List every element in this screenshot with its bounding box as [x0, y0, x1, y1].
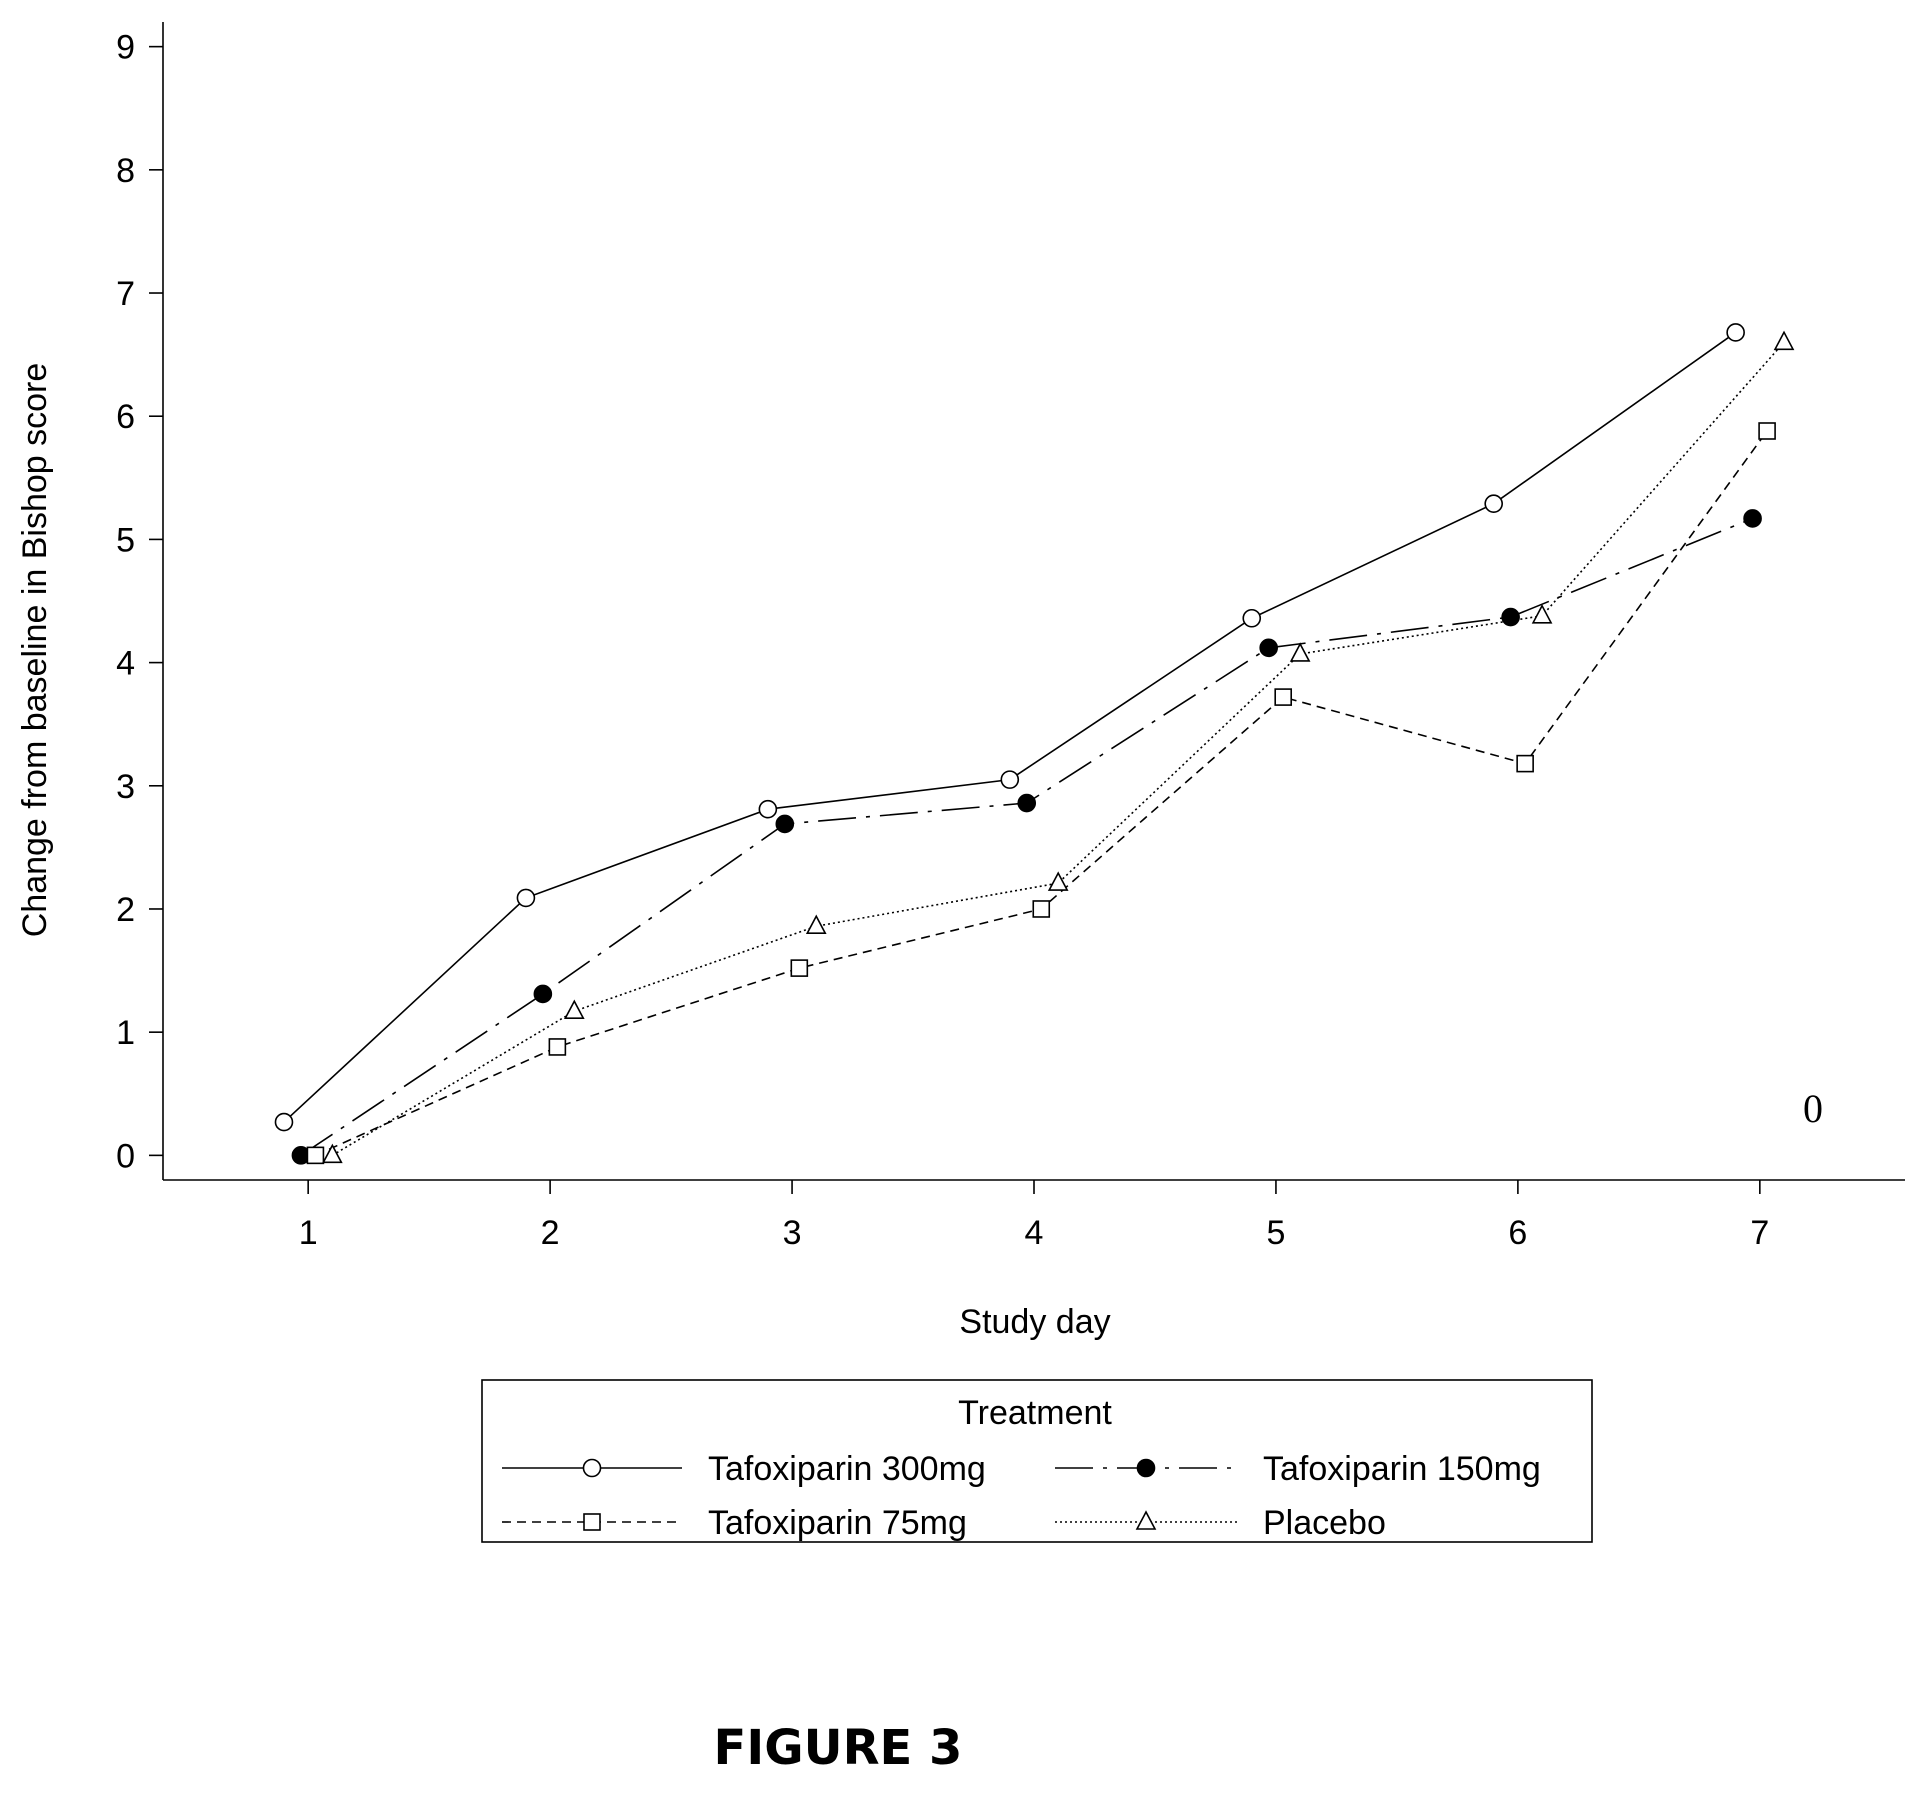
data-point	[306, 1146, 325, 1165]
series-layer	[274, 323, 1795, 1165]
y-axis-label: Change from baseline in Bishop score	[16, 363, 54, 938]
y-tick-label: 0	[116, 1137, 135, 1175]
data-point	[790, 959, 809, 977]
figure-caption: FIGURE 3	[714, 1720, 963, 1776]
data-point	[1484, 494, 1503, 513]
y-tick-label: 8	[116, 152, 135, 190]
y-tick-label: 4	[116, 645, 135, 683]
data-point	[548, 1038, 567, 1056]
data-point	[533, 984, 553, 1004]
x-tick-label: 2	[541, 1214, 560, 1252]
y-tick-label: 7	[116, 275, 135, 313]
y-ticks: 0 1 2 3 4 5 6 7 8 9	[116, 29, 163, 1175]
data-point	[1531, 604, 1553, 624]
data-point	[1773, 330, 1795, 351]
legend-title: Treatment	[958, 1394, 1112, 1432]
data-point	[1758, 422, 1776, 440]
y-tick-label: 2	[116, 891, 135, 929]
x-tick-label: 1	[299, 1214, 318, 1252]
series-line	[283, 331, 1737, 1123]
legend-marker	[582, 1458, 602, 1478]
plot-axes	[162, 22, 1905, 1181]
data-point	[274, 1112, 294, 1132]
x-axis-label: Study day	[959, 1303, 1110, 1341]
legend-box	[481, 1379, 1593, 1543]
legend-label: Tafoxiparin 150mg	[1263, 1450, 1541, 1488]
series-1	[274, 323, 1745, 1132]
legend-item: Tafoxiparin 300mg	[502, 1450, 986, 1488]
y-tick-label: 9	[116, 29, 135, 67]
data-point	[1000, 770, 1020, 789]
legend-marker	[583, 1513, 601, 1531]
data-point	[1743, 509, 1762, 528]
x-tick-label: 4	[1025, 1214, 1044, 1252]
series-line	[331, 341, 1785, 1157]
x-tick-label: 6	[1508, 1214, 1527, 1252]
data-point	[1289, 642, 1311, 662]
data-point	[322, 1143, 343, 1164]
legend-marker	[1136, 1458, 1156, 1478]
series-line	[315, 430, 1768, 1157]
legend-item: Tafoxiparin 75mg	[502, 1504, 967, 1542]
series-3	[306, 422, 1776, 1165]
data-point	[1047, 871, 1069, 891]
series-2	[291, 509, 1762, 1165]
data-point	[1501, 607, 1520, 627]
y-tick-label: 3	[116, 768, 135, 806]
x-ticks: 1 2 3 4 5 6 7	[299, 1180, 1769, 1252]
y-tick-label: 1	[116, 1014, 135, 1052]
data-point	[758, 799, 778, 819]
data-point	[805, 914, 827, 935]
x-tick-label: 3	[783, 1214, 802, 1252]
x-tick-label: 5	[1266, 1214, 1285, 1252]
legend-label: Tafoxiparin 300mg	[708, 1450, 986, 1488]
data-point	[516, 888, 536, 908]
legend-items: Tafoxiparin 300mg Tafoxiparin 150mg Tafoxi…	[502, 1450, 1541, 1542]
legend-label: Placebo	[1263, 1504, 1386, 1542]
data-point	[563, 999, 585, 1020]
series-line	[300, 517, 1753, 1157]
data-point	[1274, 688, 1293, 706]
data-point	[1726, 323, 1745, 342]
legend-label: Tafoxiparin 75mg	[708, 1504, 967, 1542]
x-tick-label: 7	[1750, 1214, 1769, 1252]
data-point	[1017, 793, 1037, 813]
legend-item: Placebo	[1055, 1504, 1386, 1542]
chart-annotation: 0	[1803, 1086, 1823, 1131]
data-point	[1242, 608, 1262, 628]
data-point	[1259, 638, 1278, 658]
legend-item: Tafoxiparin 150mg	[1055, 1450, 1541, 1488]
legend: Treatment Tafoxiparin 300mg Tafoxiparin 1…	[481, 1379, 1593, 1543]
y-tick-label: 6	[116, 398, 135, 436]
legend-marker	[1135, 1510, 1157, 1530]
y-tick-label: 5	[116, 521, 135, 559]
data-point	[1516, 754, 1534, 773]
data-point	[1032, 900, 1051, 918]
series-4	[322, 330, 1795, 1164]
data-point	[775, 814, 795, 834]
